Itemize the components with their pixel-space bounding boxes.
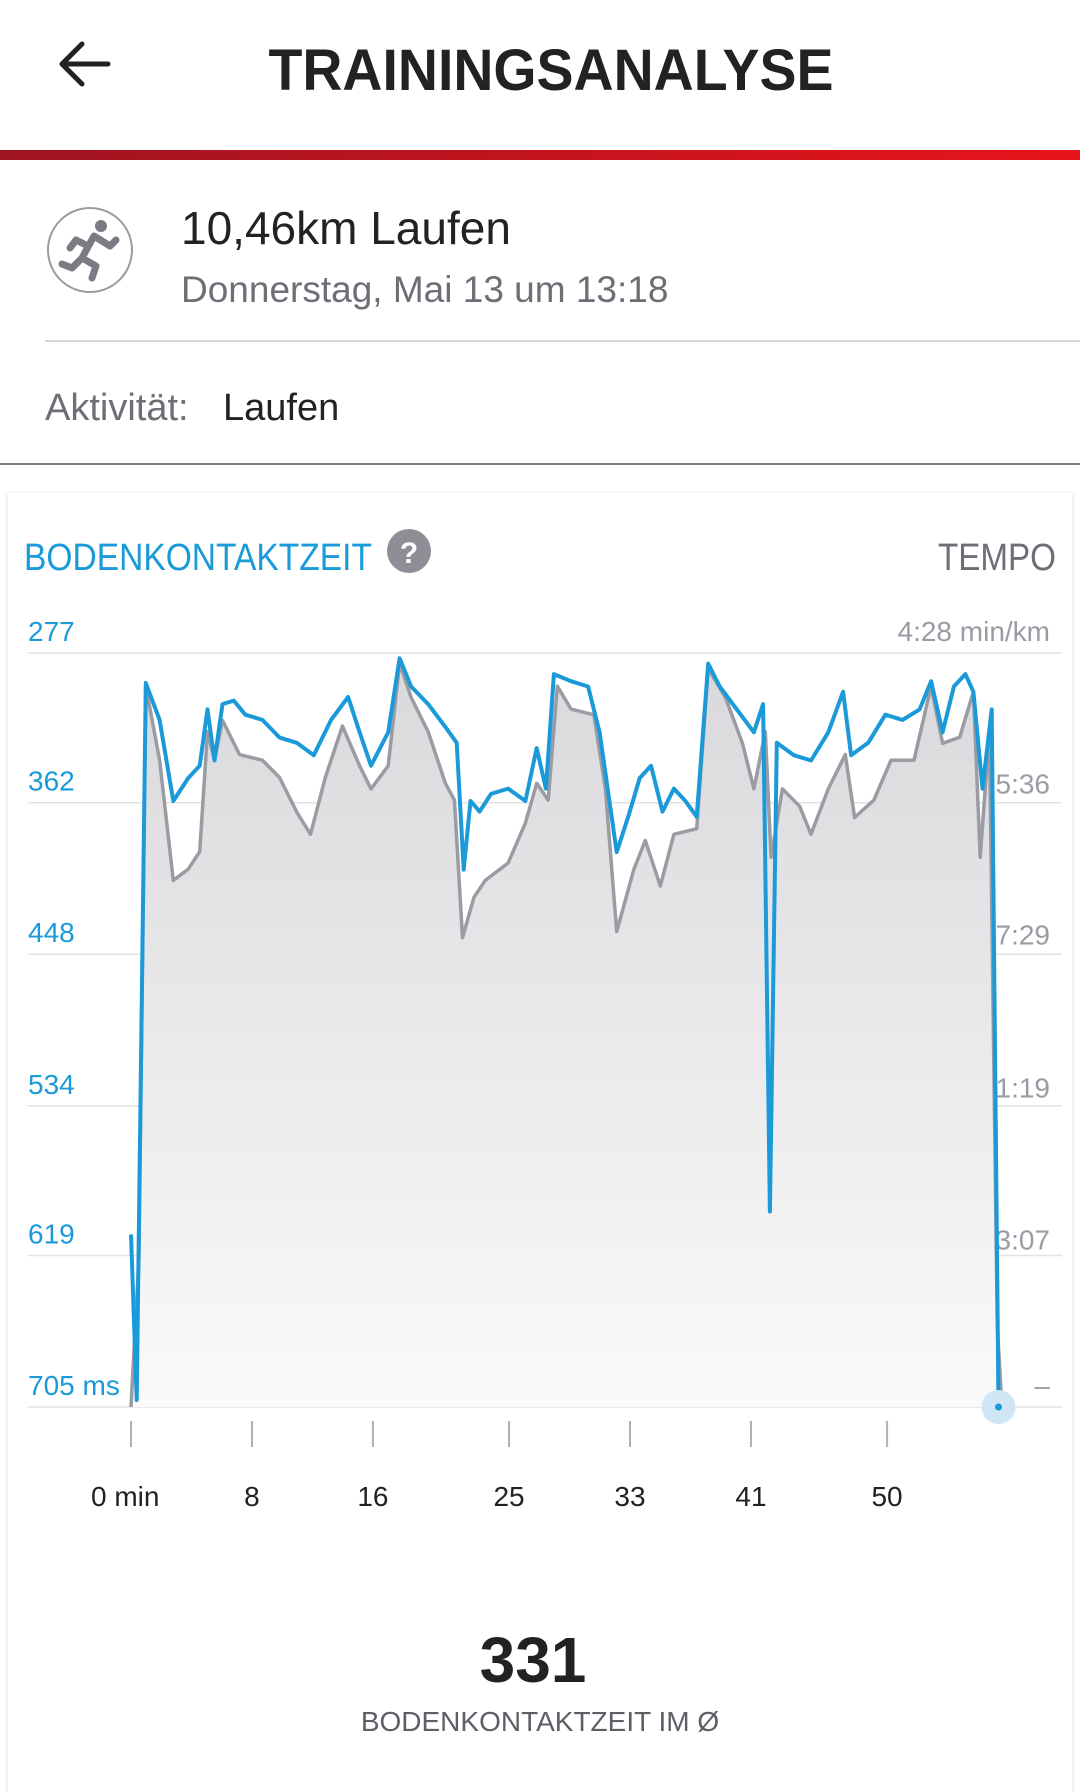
summary-value: 331 — [480, 1624, 587, 1696]
summary-label: BODENKONTAKTZEIT IM Ø — [361, 1706, 719, 1737]
help-icon[interactable]: ? — [387, 529, 431, 573]
y2-tick-label: 5:36 — [996, 769, 1051, 800]
y-tick-label: 448 — [28, 917, 75, 948]
x-tick-label: 0 min — [91, 1481, 159, 1512]
activity-label: Aktivität: — [45, 387, 189, 429]
plot: 4:28 min/km5:367:2911:1923:07–2773624485… — [28, 616, 1062, 1512]
y-tick-label: 277 — [28, 616, 75, 647]
activity-date: Donnerstag, Mai 13 um 13:18 — [181, 269, 668, 310]
activity-value: Laufen — [223, 387, 339, 429]
x-tick-label: 33 — [614, 1481, 645, 1512]
y2-tick-label: 7:29 — [996, 920, 1051, 951]
metric-title[interactable]: BODENKONTAKTZEIT — [24, 537, 372, 579]
back-button[interactable] — [59, 41, 111, 87]
x-tick-label: 41 — [735, 1481, 766, 1512]
line — [129, 656, 1001, 1408]
x-tick-label: 50 — [871, 1481, 902, 1512]
area — [131, 663, 1002, 1407]
line — [129, 661, 1004, 1408]
secondary-metric-title[interactable]: TEMPO — [938, 537, 1056, 579]
activity-icon — [47, 207, 133, 293]
svg-text:?: ? — [400, 537, 418, 570]
x-tick-label: 16 — [357, 1481, 388, 1512]
y-tick-label: 534 — [28, 1069, 75, 1100]
y2-tick-label: – — [1034, 1370, 1050, 1401]
y-tick-label: 362 — [28, 766, 75, 797]
x-tick-label: 8 — [244, 1481, 260, 1512]
end-marker — [995, 1403, 1003, 1411]
y2-tick-label: 4:28 min/km — [898, 616, 1051, 647]
y-tick-label: 705 ms — [28, 1370, 120, 1401]
accent-bar — [0, 150, 1080, 160]
x-tick-label: 25 — [493, 1481, 524, 1512]
page-title: TRAININGSANALYSE — [269, 38, 834, 103]
y-tick-label: 619 — [28, 1218, 75, 1249]
activity-title: 10,46km Laufen — [181, 202, 511, 254]
